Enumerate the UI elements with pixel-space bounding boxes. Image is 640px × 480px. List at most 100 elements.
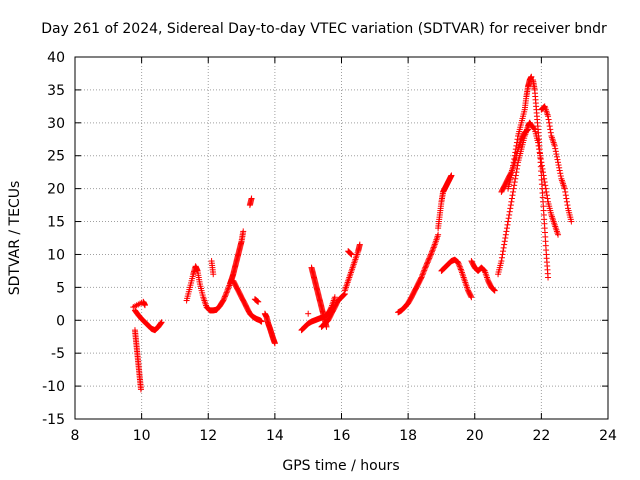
y-tick-label: 20 <box>47 182 65 198</box>
data-point <box>271 340 278 347</box>
data-point <box>508 198 515 205</box>
data-point <box>555 231 562 238</box>
data-point <box>561 185 568 192</box>
data-point <box>431 243 438 250</box>
data-point <box>427 251 434 258</box>
x-axis-label: GPS time / hours <box>282 458 399 474</box>
data-point <box>222 292 229 299</box>
data-point <box>543 188 550 195</box>
data-point <box>418 274 425 281</box>
data-point <box>455 259 462 266</box>
data-point <box>502 235 509 241</box>
data-point <box>546 123 553 130</box>
data-point <box>428 248 435 255</box>
data-point <box>510 188 517 195</box>
data-point <box>536 146 543 153</box>
data-point <box>248 195 255 202</box>
data-point <box>542 182 549 189</box>
data-point <box>537 152 544 159</box>
data-point <box>501 241 508 248</box>
data-point <box>563 195 570 202</box>
data-point <box>547 126 554 133</box>
data-point <box>535 139 542 146</box>
x-tick-label: 18 <box>399 428 417 444</box>
data-point <box>356 241 363 248</box>
data-point <box>347 250 354 257</box>
data-point <box>423 261 430 268</box>
data-point <box>552 145 559 152</box>
grid-lines <box>75 57 608 419</box>
data-point <box>510 185 517 192</box>
data-point <box>456 263 463 270</box>
data-point <box>420 268 427 275</box>
data-point <box>435 231 442 238</box>
data-point <box>546 119 553 126</box>
data-point <box>524 126 531 133</box>
data-point <box>422 263 429 270</box>
data-point <box>425 256 432 263</box>
data-point <box>221 293 228 300</box>
data-point <box>545 113 552 120</box>
data-point <box>417 275 424 282</box>
y-tick-label: 40 <box>47 50 65 66</box>
data-point <box>541 175 548 182</box>
data-point <box>428 250 435 257</box>
data-point <box>505 218 512 225</box>
data-point <box>509 192 516 199</box>
data-point <box>556 167 563 174</box>
data-point <box>500 248 507 255</box>
data-point <box>347 250 354 257</box>
data-point <box>551 142 558 149</box>
data-point <box>224 286 231 293</box>
data-point <box>505 215 512 222</box>
x-axis: 8 10 12 14 16 18 20 22 24 <box>71 57 617 444</box>
y-tick-label: 30 <box>47 116 65 132</box>
data-point <box>220 297 227 304</box>
data-point <box>491 287 498 294</box>
data-point <box>508 195 515 202</box>
data-point <box>537 156 544 163</box>
data-point <box>544 195 551 202</box>
data-point <box>540 169 547 176</box>
data-point <box>456 262 463 269</box>
data-point <box>455 260 462 267</box>
data-point <box>429 247 436 254</box>
data-point <box>341 291 348 298</box>
data-point <box>557 173 564 180</box>
data-point <box>564 202 571 209</box>
x-tick-label: 8 <box>71 428 80 444</box>
x-tick-label: 20 <box>466 428 484 444</box>
data-point <box>556 164 563 171</box>
data-point <box>530 125 537 132</box>
data-point <box>543 192 550 199</box>
data-point <box>525 126 532 133</box>
y-tick-label: 35 <box>47 83 65 99</box>
data-point <box>547 129 554 136</box>
data-point <box>545 116 552 123</box>
data-point <box>545 274 552 281</box>
data-point <box>424 259 431 266</box>
data-point <box>223 290 230 297</box>
data-point <box>536 149 543 156</box>
data-point <box>528 73 535 80</box>
data-point <box>430 244 437 251</box>
data-point <box>457 265 464 272</box>
y-axis: -15 -10 -5 0 5 10 15 20 25 30 35 40 <box>42 50 608 428</box>
data-point <box>506 208 513 215</box>
data-point <box>557 170 564 177</box>
x-tick-label: 16 <box>333 428 351 444</box>
data-point <box>258 318 265 325</box>
data-point <box>158 319 165 326</box>
data-points <box>130 73 575 393</box>
data-point <box>425 258 432 265</box>
data-point <box>562 192 569 199</box>
data-point <box>512 175 519 182</box>
data-point <box>223 289 230 296</box>
data-point <box>568 218 575 225</box>
data-point <box>340 292 347 299</box>
data-point <box>553 153 560 160</box>
data-point <box>137 386 144 393</box>
y-tick-label: 5 <box>56 280 65 296</box>
data-point <box>535 142 542 149</box>
